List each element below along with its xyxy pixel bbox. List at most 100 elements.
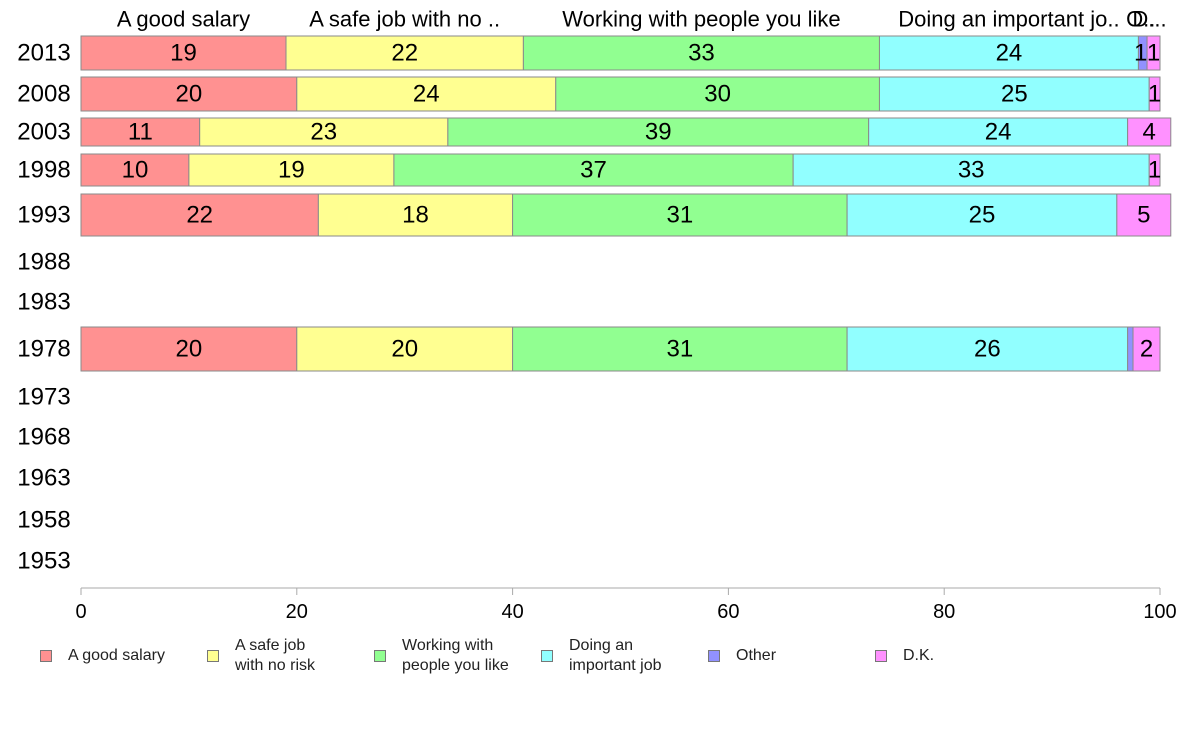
legend-label-1: A safe job with no risk: [235, 637, 316, 674]
bar-1998-series-1: [188, 153, 395, 187]
bar-2008-series-3: [878, 76, 1150, 112]
data-label-2013-series-3: 24: [996, 40, 1023, 67]
top-label-series-0: A good salary: [117, 7, 250, 32]
data-label-2008-series-0: 20: [176, 81, 203, 108]
data-label-1993-series-0: 22: [186, 202, 213, 229]
data-label-2013-series-2: 33: [688, 40, 715, 67]
legend-swatch-2: [374, 650, 386, 662]
legend-label-5: D.K.: [903, 647, 935, 664]
y-tick-label-1993: 1993: [17, 202, 70, 229]
data-label-1978-series-1: 20: [391, 336, 418, 363]
data-label-2008-series-3: 25: [1001, 81, 1028, 108]
legend-label-3: Doing an important job: [569, 637, 662, 674]
data-label-1978-series-0: 20: [176, 336, 203, 363]
top-label-series-2: Working with people you like: [562, 7, 840, 32]
legend-swatch-1: [207, 650, 219, 662]
data-label-2013-series-5: 1: [1147, 40, 1160, 67]
bar-1998-series-5: [1148, 153, 1161, 187]
data-label-1993-series-2: 31: [666, 202, 693, 229]
legend-item-3: Doing an important job: [541, 636, 662, 676]
x-tick-label-80: 80: [933, 601, 955, 623]
data-label-2003-series-0: 11: [128, 119, 153, 146]
legend-label-0: A good salary: [68, 647, 165, 664]
top-label-series-3: Doing an important jo..: [898, 7, 1119, 32]
data-label-2013-series-0: 19: [170, 40, 197, 67]
bar-1978-series-0: [80, 326, 298, 372]
bar-1993-series-0: [80, 193, 319, 237]
bar-1998-series-3: [792, 153, 1150, 187]
x-tick-label-60: 60: [717, 601, 739, 623]
legend-item-2: Working with people you like: [374, 636, 509, 676]
bar-2013-series-1: [285, 35, 524, 71]
data-label-1993-series-1: 18: [402, 202, 429, 229]
y-tick-label-2003: 2003: [17, 119, 70, 146]
y-tick-label-1983: 1983: [17, 289, 70, 316]
bar-2013-series-0: [80, 35, 287, 71]
bar-2008-series-5: [1148, 76, 1161, 112]
bar-2003-series-1: [199, 117, 449, 147]
data-label-2003-series-5: 4: [1143, 119, 1156, 146]
y-tick-label-2013: 2013: [17, 40, 70, 67]
bar-2003-series-0: [80, 117, 201, 147]
bar-1993-series-5: [1116, 193, 1172, 237]
data-label-2003-series-3: 24: [985, 119, 1012, 146]
bar-2008-series-0: [80, 76, 298, 112]
x-tick-label-0: 0: [75, 601, 86, 623]
data-label-1978-series-2: 31: [666, 336, 693, 363]
data-label-1978-series-5: 2: [1140, 336, 1153, 363]
y-tick-label-1963: 1963: [17, 465, 70, 492]
bar-2013-series-5: [1146, 35, 1161, 71]
data-label-2013-other: 1: [1134, 40, 1147, 67]
data-label-2008-series-1: 24: [413, 81, 440, 108]
legend-item-4: Other: [708, 646, 776, 666]
y-tick-label-1998: 1998: [17, 157, 70, 184]
data-label-1993-series-3: 25: [969, 202, 996, 229]
legend-swatch-3: [541, 650, 553, 662]
bar-1998-series-0: [80, 153, 190, 187]
legend-item-5: D.K.: [875, 646, 934, 666]
data-label-1998-series-3: 33: [958, 157, 985, 184]
legend-swatch-0: [40, 650, 52, 662]
data-label-1993-series-5: 5: [1137, 202, 1150, 229]
bar-2008-series-2: [555, 76, 880, 112]
legend: A good salary A safe job with no risk Work…: [0, 636, 1188, 696]
data-label-2008-series-2: 30: [704, 81, 731, 108]
data-label-2003-series-1: 23: [310, 119, 337, 146]
data-label-1998-series-1: 19: [278, 157, 305, 184]
bar-1998-series-2: [393, 153, 794, 187]
x-tick-label-40: 40: [501, 601, 523, 623]
bar-1978-series-5: [1132, 326, 1161, 372]
data-label-2013-series-1: 22: [391, 40, 418, 67]
legend-swatch-5: [875, 650, 887, 662]
bar-2003-series-2: [447, 117, 870, 147]
legend-item-1: A safe job with no risk: [207, 636, 315, 676]
top-label-series-1: A safe job with no ..: [309, 7, 500, 32]
bar-1978-series-3: [846, 326, 1129, 372]
top-label-series-4: O..: [1126, 7, 1155, 32]
legend-swatch-4: [708, 650, 720, 662]
y-tick-label-1978: 1978: [17, 336, 70, 363]
y-tick-label-1988: 1988: [17, 249, 70, 276]
top-label-series-5: D...: [1132, 7, 1166, 32]
data-label-2003-series-2: 39: [645, 119, 672, 146]
y-tick-label-1958: 1958: [17, 507, 70, 534]
legend-label-2: Working with people you like: [402, 637, 509, 674]
bar-1993-series-1: [317, 193, 514, 237]
data-label-1998-series-5: 1: [1148, 157, 1161, 184]
bar-1993-series-3: [846, 193, 1118, 237]
bar-1993-series-2: [512, 193, 848, 237]
y-tick-label-1973: 1973: [17, 384, 70, 411]
bar-1978-series-1: [296, 326, 514, 372]
y-tick-label-1968: 1968: [17, 424, 70, 451]
data-label-2008-series-5: 1: [1148, 81, 1161, 108]
legend-label-4: Other: [736, 647, 777, 664]
bar-2008-series-1: [296, 76, 557, 112]
data-label-1998-series-2: 37: [580, 157, 607, 184]
x-tick-label-20: 20: [286, 601, 308, 623]
stacked-bar-chart: 2013 2008 2003 1998 1993 1988 1983 1978 1973 1968…: [17, 7, 1176, 624]
bar-2003-series-5: [1127, 117, 1172, 147]
bar-1978-series-2: [512, 326, 848, 372]
data-label-1998-series-0: 10: [122, 157, 149, 184]
data-label-1978-series-3: 26: [974, 336, 1001, 363]
x-tick-label-100: 100: [1143, 601, 1176, 623]
